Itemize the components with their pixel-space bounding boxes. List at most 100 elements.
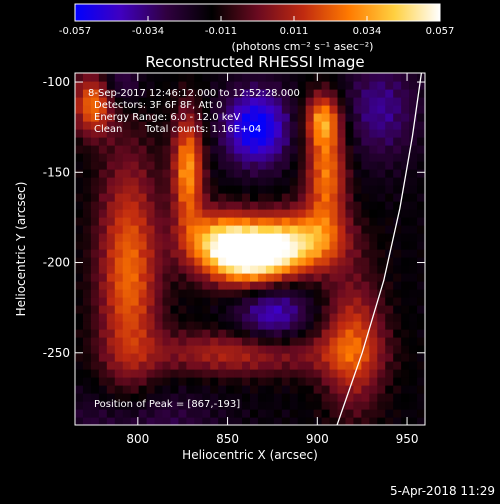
heatmap-cell: [75, 401, 84, 410]
heatmap-cell: [257, 121, 267, 130]
heatmap-cell: [305, 257, 315, 266]
heatmap-cell: [218, 121, 227, 130]
heatmap-cell: [385, 89, 394, 98]
heatmap-cell: [313, 249, 323, 258]
heatmap-cell: [393, 81, 402, 90]
heatmap-cell: [329, 393, 339, 402]
heatmap-cell: [361, 169, 370, 178]
heatmap-cell: [186, 353, 195, 362]
heatmap-cell: [345, 177, 355, 186]
heatmap-cell: [122, 217, 132, 226]
heatmap-cell: [218, 369, 227, 378]
heatmap-cell: [273, 129, 283, 138]
heatmap-cell: [369, 121, 378, 130]
heatmap-cell: [234, 153, 243, 162]
heatmap-cell: [114, 193, 124, 202]
heatmap-cell: [257, 153, 267, 162]
heatmap-cell: [154, 73, 164, 82]
heatmap-cell: [170, 169, 180, 178]
heatmap-cell: [234, 305, 243, 314]
heatmap-cell: [393, 369, 402, 378]
heatmap-cell: [257, 377, 267, 386]
heatmap-cell: [202, 241, 211, 250]
heatmap-cell: [337, 129, 347, 138]
heatmap-cell: [154, 209, 164, 218]
heatmap-cell: [337, 105, 347, 114]
heatmap-cell: [170, 153, 180, 162]
heatmap-cell: [146, 169, 156, 178]
heatmap-cell: [226, 201, 235, 210]
heatmap-cell: [305, 241, 315, 250]
heatmap-cell: [138, 241, 148, 250]
heatmap-cell: [345, 217, 355, 226]
heatmap-cell: [106, 297, 116, 306]
heatmap-cell: [265, 329, 275, 338]
heatmap-cell: [146, 281, 156, 290]
heatmap-cell: [130, 145, 140, 154]
heatmap-cell: [82, 129, 92, 138]
heatmap-cell: [122, 81, 132, 90]
heatmap-cell: [234, 241, 243, 250]
heatmap-cell: [154, 113, 164, 122]
heatmap-cell: [250, 113, 259, 122]
heatmap-cell: [305, 409, 315, 418]
heatmap-cell: [329, 185, 339, 194]
heatmap-cell: [194, 353, 203, 362]
heatmap-cell: [210, 281, 219, 290]
heatmap-cell: [75, 113, 84, 122]
heatmap-cell: [321, 273, 331, 282]
x-tick-label: 850: [216, 432, 239, 446]
y-axis-label: Heliocentric Y (arcsec): [14, 182, 28, 317]
heatmap-cell: [289, 417, 299, 425]
heatmap-cell: [170, 377, 180, 386]
heatmap-cell: [401, 249, 410, 258]
heatmap-cell: [289, 289, 299, 298]
heatmap-cell: [202, 73, 211, 82]
heatmap-cell: [321, 329, 331, 338]
heatmap-cell: [345, 393, 355, 402]
heatmap-cell: [353, 241, 362, 250]
heatmap-cell: [329, 265, 339, 274]
heatmap-cell: [345, 97, 355, 106]
heatmap-cell: [417, 417, 425, 425]
heatmap-cell: [162, 137, 172, 146]
heatmap-cell: [377, 177, 386, 186]
heatmap-cell: [385, 193, 394, 202]
heatmap-cell: [417, 145, 425, 154]
heatmap-cell: [75, 225, 84, 234]
heatmap-cell: [146, 201, 156, 210]
heatmap-cell: [162, 161, 172, 170]
heatmap-cell: [98, 409, 108, 418]
heatmap-cell: [154, 321, 164, 330]
heatmap-cell: [122, 209, 132, 218]
heatmap-cell: [75, 417, 84, 425]
heatmap-cell: [130, 185, 140, 194]
heatmap-cell: [385, 297, 394, 306]
heatmap-cell: [170, 73, 180, 82]
heatmap-cell: [337, 281, 347, 290]
heatmap-cell: [154, 329, 164, 338]
heatmap-cell: [393, 281, 402, 290]
heatmap-cell: [234, 113, 243, 122]
heatmap-cell: [265, 137, 275, 146]
heatmap-cell: [186, 185, 195, 194]
heatmap-cell: [313, 321, 323, 330]
detectors-label: Detectors: 3F 6F 8F, Att 0: [94, 100, 222, 111]
heatmap-cell: [305, 289, 315, 298]
heatmap-cell: [194, 265, 203, 274]
x-tick-label: 950: [396, 432, 419, 446]
heatmap-cell: [186, 385, 195, 394]
heatmap-cell: [345, 377, 355, 386]
heatmap-cell: [122, 393, 132, 402]
heatmap-cell: [417, 249, 425, 258]
heatmap-cell: [417, 209, 425, 218]
heatmap-cell: [210, 321, 219, 330]
heatmap-cell: [114, 161, 124, 170]
heatmap-cell: [218, 81, 227, 90]
heatmap-cell: [297, 209, 307, 218]
heatmap-cell: [250, 217, 259, 226]
heatmap-cell: [194, 137, 203, 146]
heatmap-cell: [409, 153, 418, 162]
heatmap-cell: [417, 233, 425, 242]
heatmap-cell: [250, 177, 259, 186]
